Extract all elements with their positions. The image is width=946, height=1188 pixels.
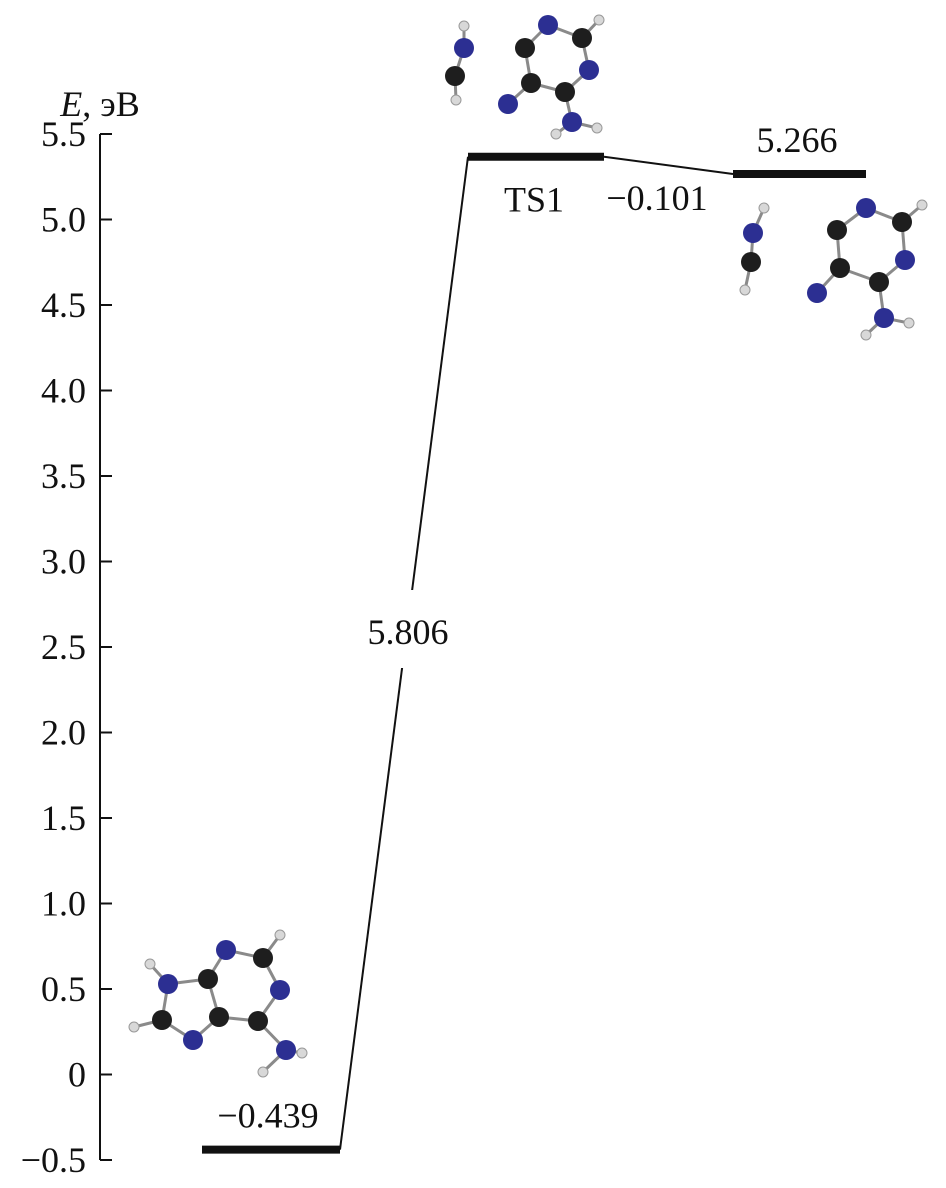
nitrogen-atom: [270, 980, 290, 1000]
hydrogen-atom: [916, 199, 928, 211]
hydrogen-atom: [758, 202, 770, 214]
y-tick-label: −0.5: [21, 1140, 86, 1180]
carbon-atom: [892, 212, 912, 232]
nitrogen-atom: [276, 1040, 296, 1060]
transition-label-product-delta: −0.101: [606, 178, 707, 218]
y-tick-label: 0: [68, 1055, 86, 1095]
molecule-reactant-illustration: [128, 929, 308, 1078]
y-tick-label: 1.0: [41, 884, 86, 924]
transition-line-ts1-product: [603, 155, 734, 176]
transition-label-activation: 5.806: [368, 612, 449, 652]
carbon-atom: [253, 948, 273, 968]
hydrogen-atom: [458, 20, 470, 32]
hydrogen-atom: [739, 284, 751, 296]
carbon-atom: [869, 272, 889, 292]
nitrogen-atom: [454, 38, 474, 58]
carbon-atom: [248, 1011, 268, 1031]
nitrogen-atom: [579, 60, 599, 80]
carbon-atom: [555, 82, 575, 102]
carbon-atom: [572, 28, 592, 48]
hydrogen-atom: [550, 128, 562, 140]
y-tick-label: 4.0: [41, 371, 86, 411]
nitrogen-atom: [743, 223, 763, 243]
y-tick-label: 5.0: [41, 200, 86, 240]
nitrogen-atom: [498, 94, 518, 114]
level-label-ts1: TS1: [504, 180, 564, 220]
hydrogen-atom: [903, 317, 915, 329]
carbon-atom: [198, 969, 218, 989]
nitrogen-atom: [874, 308, 894, 328]
hydrogen-atom: [144, 958, 156, 970]
carbon-atom: [521, 73, 541, 93]
carbon-atom: [152, 1010, 172, 1030]
level-label-reactant: −0.439: [217, 1096, 318, 1136]
y-axis-symbol: E: [59, 84, 82, 124]
y-tick-label: 0.5: [41, 969, 86, 1009]
carbon-atom: [445, 66, 465, 86]
nitrogen-atom: [562, 112, 582, 132]
hydrogen-atom: [257, 1066, 269, 1078]
y-tick-label: 3.5: [41, 456, 86, 496]
molecule-product-illustration: [739, 198, 928, 341]
carbon-atom: [830, 258, 850, 278]
hydrogen-atom: [591, 122, 603, 134]
nitrogen-atom: [895, 250, 915, 270]
molecule-ts1-illustration: [445, 14, 605, 140]
y-axis-title: E, эВ: [59, 84, 139, 124]
carbon-atom: [741, 252, 761, 272]
carbon-atom: [515, 38, 535, 58]
hydrogen-atom: [274, 929, 286, 941]
nitrogen-atom: [158, 974, 178, 994]
nitrogen-atom: [538, 15, 558, 35]
y-axis-ticks: 5.5 5.0 4.5 4.0 3.5 3.0 2.5 2.0 1.5 1.0 0.5 0 −0.5: [21, 114, 112, 1180]
y-tick-label: 1.5: [41, 798, 86, 838]
transition-label-background: [355, 590, 465, 668]
y-tick-label: 4.5: [41, 285, 86, 325]
carbon-atom: [209, 1007, 229, 1027]
y-tick-label: 5.5: [41, 114, 86, 154]
y-axis-unit: , эВ: [82, 84, 139, 124]
hydrogen-atom: [128, 1021, 140, 1033]
nitrogen-atom: [807, 283, 827, 303]
hydrogen-atom: [593, 14, 605, 26]
hydrogen-atom: [296, 1047, 308, 1059]
y-tick-label: 3.0: [41, 542, 86, 582]
carbon-atom: [827, 220, 847, 240]
level-label-product: 5.266: [757, 120, 838, 160]
hydrogen-atom: [860, 329, 872, 341]
y-tick-label: 2.0: [41, 713, 86, 753]
hydrogen-atom: [450, 94, 462, 106]
nitrogen-atom: [216, 940, 236, 960]
nitrogen-atom: [856, 198, 876, 218]
y-tick-label: 2.5: [41, 627, 86, 667]
nitrogen-atom: [183, 1030, 203, 1050]
